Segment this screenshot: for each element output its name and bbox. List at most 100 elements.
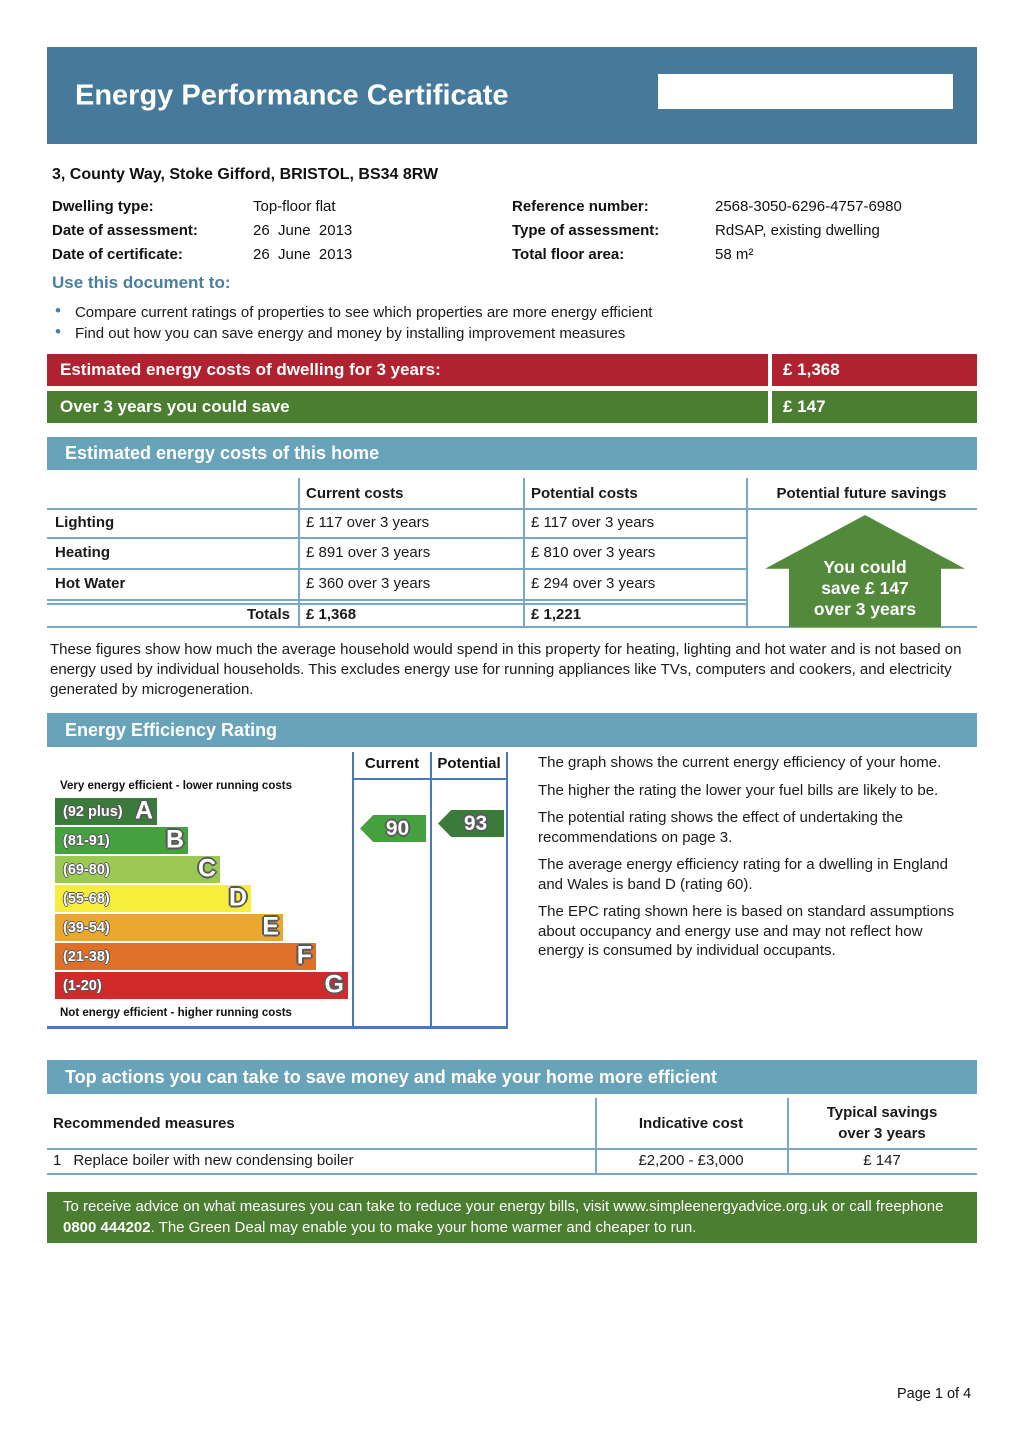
page-number: Page 1 of 4: [897, 1386, 972, 1402]
estimated-cost-bar: Estimated energy costs of dwelling for 3…: [47, 354, 977, 386]
table-divider: [47, 599, 746, 601]
actions-section-header: Top actions you can take to save money a…: [47, 1060, 977, 1094]
rating-explanation: The graph shows the current energy effic…: [538, 753, 968, 969]
totals-current: £ 1,368: [306, 606, 357, 623]
rating-paragraph: The average energy efficiency rating for…: [538, 856, 948, 893]
rating-band-a: (92 plus) A: [55, 796, 157, 825]
column-header-potential-costs: Potential costs: [531, 484, 638, 502]
potential-saving-bar: Over 3 years you could save £ 147: [47, 391, 977, 423]
page-title: Energy Performance Certificate: [75, 79, 509, 111]
savings-house-line3: over 3 years: [813, 599, 917, 619]
table-divider: [787, 1098, 789, 1175]
table-divider: [523, 478, 525, 628]
banner-blank-box: [658, 74, 953, 109]
bullet-icon: •: [55, 322, 61, 341]
rating-band-g: (1-20) G: [55, 970, 348, 999]
cost-row-current: £ 360 over 3 years: [306, 575, 431, 592]
rating-paragraph: The EPC rating shown here is based on st…: [538, 903, 955, 959]
chart-potential-column-label: Potential: [437, 755, 501, 772]
assessment-type-value: RdSAP, existing dwelling: [715, 222, 880, 239]
cost-row-current: £ 891 over 3 years: [306, 544, 431, 561]
use-document-bullet-2: • Find out how you can save energy and mo…: [55, 322, 626, 342]
rating-paragraph: The higher the rating the lower your fue…: [538, 781, 939, 799]
advice-text-pre: To receive advice on what measures you c…: [63, 1198, 944, 1215]
cost-row-current: £ 117 over 3 years: [306, 514, 430, 531]
savings-house-line1: You could: [823, 557, 907, 577]
rating-paragraph: The potential rating shows the effect of…: [538, 809, 903, 846]
energy-efficiency-chart: Current Potential Very energy efficient …: [47, 752, 508, 1032]
bar-divider: [768, 354, 772, 386]
table-divider: [47, 537, 746, 539]
cost-row-potential: £ 117 over 3 years: [531, 514, 655, 531]
property-address: 3, County Way, Stoke Gifford, BRISTOL, B…: [52, 166, 439, 183]
chart-bottom-label: Not energy efficient - higher running co…: [60, 1007, 292, 1019]
table-divider: [746, 478, 748, 628]
potential-rating-arrow: 93: [438, 810, 504, 837]
use-document-bullet-1: • Compare current ratings of properties t…: [55, 301, 653, 321]
costs-note: These figures show how much the average …: [50, 641, 962, 698]
floor-area-value: 58 m²: [715, 246, 754, 263]
chart-divider: [47, 1026, 508, 1029]
rating-band-d: (55-68) D: [55, 883, 251, 912]
bullet-icon: •: [55, 301, 61, 320]
certificate-date-value: 26 June 2013: [253, 246, 353, 263]
table-divider: [47, 1173, 977, 1175]
rating-section-header: Energy Efficiency Rating: [47, 713, 977, 747]
cost-row-name: Heating: [55, 544, 111, 561]
column-header-future-savings: Potential future savings: [776, 484, 947, 502]
action-row-saving: £ 147: [863, 1152, 901, 1169]
advice-text-post: . The Green Deal may enable you to make …: [150, 1218, 697, 1236]
chart-divider: [352, 778, 508, 780]
action-row-number: 1: [53, 1152, 62, 1169]
table-divider: [47, 626, 977, 628]
savings-house-line2: save £ 147: [821, 578, 909, 598]
estimated-cost-label: Estimated energy costs of dwelling for 3…: [47, 354, 768, 386]
column-header-typical-savings: Typical savings over 3 years: [826, 1104, 938, 1142]
action-row-measure-text: Replace boiler with new condensing boile…: [73, 1152, 354, 1169]
bar-divider: [768, 391, 772, 423]
column-header-indicative-cost: Indicative cost: [638, 1114, 744, 1132]
chart-current-column-label: Current: [364, 755, 420, 772]
rating-band-e: (39-54) E: [55, 912, 283, 941]
estimated-cost-value: £ 1,368: [772, 354, 977, 386]
use-document-heading: Use this document to:: [52, 273, 231, 292]
potential-saving-label: Over 3 years you could save: [47, 391, 768, 423]
column-header-measures: Recommended measures: [53, 1114, 235, 1132]
cost-row-name: Hot Water: [55, 575, 126, 592]
cost-row-potential: £ 810 over 3 years: [531, 544, 656, 561]
rating-paragraph: The graph shows the current energy effic…: [538, 754, 942, 771]
assessment-date-value: 26 June 2013: [253, 222, 353, 239]
advice-footer-bar: To receive advice on what measures you c…: [47, 1192, 977, 1243]
column-header-current-costs: Current costs: [306, 484, 404, 502]
assessment-type-label: Type of assessment:: [512, 222, 660, 239]
action-row-measure: 1 Replace boiler with new condensing boi…: [53, 1148, 354, 1173]
current-rating-arrow: 90: [360, 815, 426, 842]
table-divider: [47, 568, 746, 570]
reference-number-label: Reference number:: [512, 198, 649, 215]
potential-saving-value: £ 147: [772, 391, 977, 423]
chart-divider: [430, 752, 432, 1028]
totals-potential: £ 1,221: [531, 606, 582, 623]
table-divider: [47, 508, 977, 510]
dwelling-type-label: Dwelling type:: [52, 198, 154, 215]
actions-table: Recommended measures Indicative cost Typ…: [47, 1098, 977, 1175]
cost-row-name: Lighting: [55, 514, 115, 531]
cost-row-potential: £ 294 over 3 years: [531, 575, 656, 592]
rating-band-f: (21-38) F: [55, 941, 316, 970]
floor-area-label: Total floor area:: [512, 246, 625, 263]
totals-label: Totals: [246, 606, 290, 623]
advice-phone-number: 0800 444202: [63, 1218, 151, 1236]
chart-divider: [352, 752, 354, 1028]
certificate-date-label: Date of certificate:: [52, 246, 183, 263]
table-divider: [595, 1098, 597, 1175]
savings-house-badge: You could save £ 147 over 3 years: [765, 515, 965, 627]
costs-table: Current costs Potential costs Potential …: [47, 478, 977, 628]
rating-band-b: (81-91) B: [55, 825, 188, 854]
chart-top-label: Very energy efficient - lower running co…: [60, 780, 292, 792]
title-banner: Energy Performance Certificate: [47, 47, 977, 144]
table-divider: [47, 1148, 977, 1150]
chart-divider: [506, 752, 508, 1028]
dwelling-type-value: Top-floor flat: [253, 198, 336, 215]
table-divider: [47, 603, 746, 605]
